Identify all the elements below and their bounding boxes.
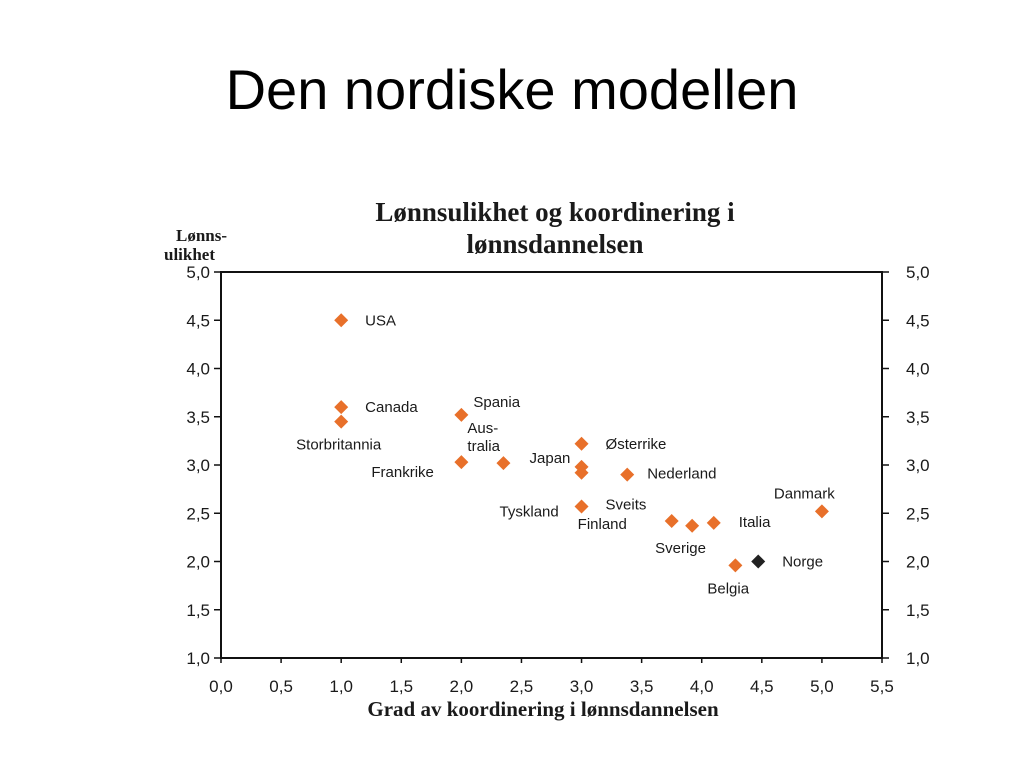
- x-tick-label: 3,0: [570, 677, 594, 696]
- label-italia: Italia: [739, 514, 771, 531]
- x-tick-label: 0,0: [209, 677, 233, 696]
- chart-title: Lønnsulikhet og koordinering i lønnsdann…: [375, 197, 735, 259]
- x-tick-label: 2,5: [510, 677, 534, 696]
- label-tyskland: Tyskland: [500, 504, 559, 521]
- y-axis-right-ticks: 1,0 1,5 2,0 2,5 3,0 3,5 4,0 4,5 5,0: [882, 263, 930, 668]
- x-tick-label: 4,0: [690, 677, 714, 696]
- y-tick-label-right: 2,5: [906, 504, 930, 523]
- point-finland: [664, 513, 679, 528]
- x-axis-label: Grad av koordinering i lønnsdannelsen: [367, 697, 719, 721]
- label-sverige: Sverige: [655, 540, 706, 557]
- label-østerrike: Østerrike: [606, 436, 667, 453]
- x-tick-label: 2,0: [450, 677, 474, 696]
- y-tick-label-right: 4,0: [906, 360, 930, 379]
- point-italia: [706, 515, 721, 530]
- x-tick-label: 3,5: [630, 677, 654, 696]
- y-tick-label-right: 2,0: [906, 553, 930, 572]
- y-tick-label-left: 3,5: [186, 408, 210, 427]
- y-axis-label-line-1: Lønns-: [176, 226, 227, 245]
- label-usa: USA: [365, 312, 396, 329]
- x-tick-label: 4,5: [750, 677, 774, 696]
- y-tick-label-left: 5,0: [186, 263, 210, 282]
- label-spania: Spania: [473, 394, 520, 411]
- chart-title-line-1: Lønnsulikhet og koordinering i: [375, 197, 735, 227]
- point-aus-tralia: [496, 456, 511, 471]
- y-tick-label-left: 4,5: [186, 311, 210, 330]
- label-sveits: Sveits: [606, 496, 647, 513]
- point-tyskland: [574, 465, 589, 480]
- x-tick-label: 1,0: [329, 677, 353, 696]
- y-tick-label-left: 3,0: [186, 456, 210, 475]
- label-belgia: Belgia: [707, 580, 749, 597]
- y-axis-left-ticks: 1,0 1,5 2,0 2,5 3,0 3,5 4,0 4,5 5,0: [186, 263, 221, 668]
- label-finland: Finland: [578, 516, 627, 533]
- point-nederland: [620, 467, 635, 482]
- point-frankrike: [454, 455, 469, 470]
- x-tick-label: 0,5: [269, 677, 293, 696]
- label-japan: Japan: [530, 450, 571, 467]
- point-canada: [334, 400, 349, 415]
- x-tick-label: 1,5: [389, 677, 413, 696]
- y-tick-label-right: 3,0: [906, 456, 930, 475]
- y-tick-label-left: 2,0: [186, 553, 210, 572]
- y-tick-label-left: 4,0: [186, 360, 210, 379]
- label-norge: Norge: [782, 554, 823, 571]
- chart-title-line-2: lønnsdannelsen: [466, 229, 643, 259]
- point-spania: [454, 407, 469, 422]
- y-tick-label-right: 1,0: [906, 649, 930, 668]
- point-sverige: [685, 518, 700, 533]
- point-norge: [751, 554, 766, 569]
- y-tick-label-right: 5,0: [906, 263, 930, 282]
- label-aus-tralia: Aus-tralia: [467, 420, 500, 455]
- y-tick-label-right: 4,5: [906, 311, 930, 330]
- label-nederland: Nederland: [647, 466, 716, 483]
- point-labels: USA Canada Storbritannia Spania Aus-tralia Fr…: [296, 312, 835, 597]
- data-points: [334, 313, 829, 573]
- slide-title: Den nordiske modellen: [225, 58, 799, 121]
- y-axis-label: Lønns- ulikhet: [164, 226, 227, 264]
- point-usa: [334, 313, 349, 328]
- point-belgia: [728, 558, 743, 573]
- y-tick-label-right: 1,5: [906, 601, 930, 620]
- label-storbritannia: Storbritannia: [296, 437, 382, 454]
- y-axis-label-line-2: ulikhet: [164, 245, 215, 264]
- y-tick-label-left: 2,5: [186, 504, 210, 523]
- point-storbritannia: [334, 414, 349, 429]
- x-axis-ticks: 0,0 0,5 1,0 1,5 2,0 2,5 3,0 3,5 4,0 4,5 5,0 5,5: [209, 658, 894, 696]
- point-sveits: [574, 499, 589, 514]
- point-danmark: [814, 504, 829, 519]
- label-frankrike: Frankrike: [371, 464, 434, 481]
- x-tick-label: 5,5: [870, 677, 894, 696]
- x-tick-label: 5,0: [810, 677, 834, 696]
- label-canada: Canada: [365, 399, 418, 416]
- y-tick-label-left: 1,0: [186, 649, 210, 668]
- point-østerrike: [574, 436, 589, 451]
- label-danmark: Danmark: [774, 485, 835, 502]
- y-tick-label-right: 3,5: [906, 408, 930, 427]
- y-tick-label-left: 1,5: [186, 601, 210, 620]
